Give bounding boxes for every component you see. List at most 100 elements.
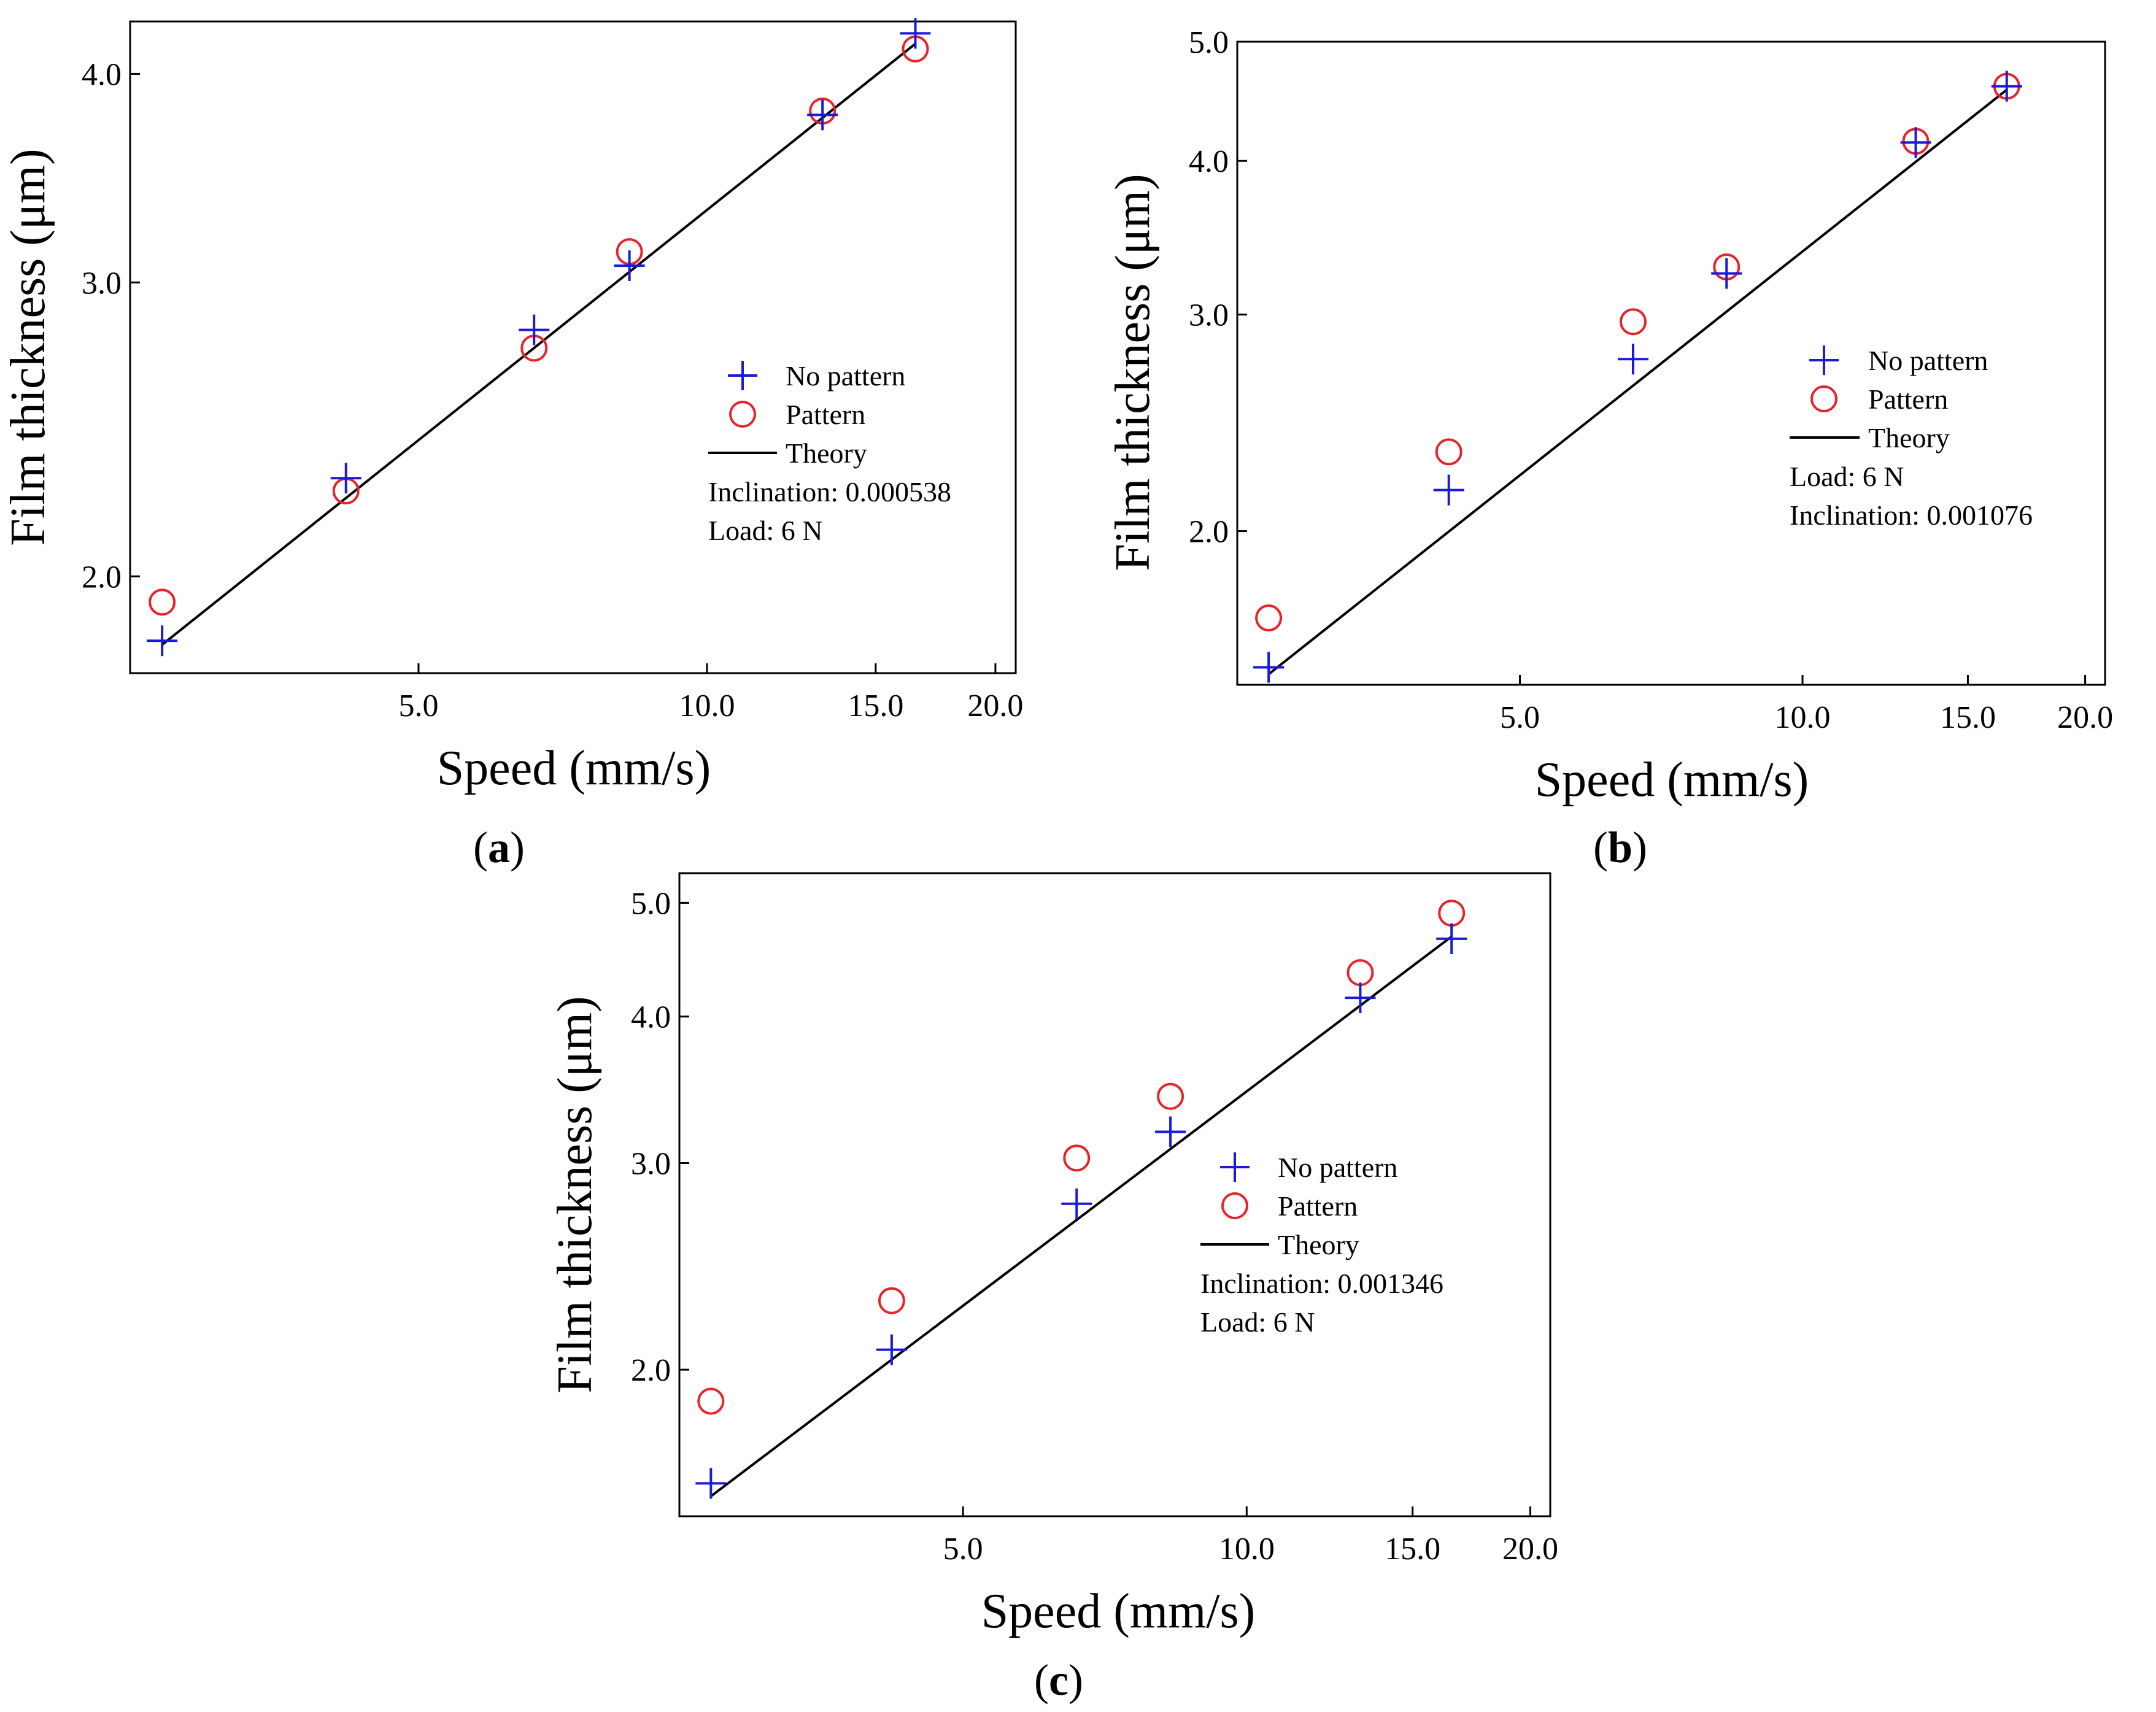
no-pattern-point [1345,982,1376,1014]
legend-note: Inclination: 0.001346 [1200,1268,1443,1299]
panel-label-close: ) [1068,1656,1083,1705]
no-pattern-point [330,463,361,494]
no-pattern-point [1253,652,1285,683]
x-axis-title: Speed (mm/s) [1535,753,1809,807]
no-pattern-point [1155,1116,1186,1147]
no-pattern-point [614,250,645,282]
no-pattern-point [1061,1188,1092,1219]
y-axis-title: Film thickness (μm) [1106,174,1160,571]
no-pattern-point [1617,344,1648,375]
no-pattern-point [147,625,178,657]
legend-label: No pattern [1868,345,1988,376]
legend-symbol-pattern [1810,385,1837,412]
legend-label: No pattern [1278,1152,1397,1183]
legend: No pattern Pattern Theory Inclination: 0.00… [1200,1152,1443,1338]
x-tick-label: 20.0 [1502,1532,1558,1567]
no-pattern-point [1900,127,1931,158]
y-tick-label: 4.0 [82,57,122,92]
y-tick-label: 2.0 [1189,515,1229,550]
plot-frame [1236,40,2106,686]
panel-label-open: ( [473,823,488,872]
theory-line [1267,88,2008,676]
panel-label: (c) [1034,1656,1083,1705]
x-tick-label: 20.0 [967,688,1023,723]
theory-line [710,935,1453,1498]
panel-label: (a) [473,823,525,872]
legend-note: Load: 6 N [1200,1306,1315,1338]
x-tick-label: 15.0 [848,688,903,723]
legend-symbol-pattern [1221,1192,1248,1219]
legend-label: Theory [1278,1229,1359,1260]
panel-label-close: ) [510,823,525,872]
legend-label: Pattern [1278,1190,1358,1222]
x-tick-label: 20.0 [2057,700,2113,735]
no-pattern-point [519,314,550,345]
panel-label-open: ( [1593,823,1608,872]
pattern-point [1347,959,1374,987]
no-pattern-point [876,1334,907,1365]
plot-frame [678,872,1551,1517]
legend: No pattern Pattern Theory Load: 6 N Inclinat… [1790,345,2033,531]
no-pattern-point [1436,923,1467,954]
no-pattern-point [695,1468,727,1499]
legend-symbol-pattern [729,401,756,428]
legend-note: Load: 6 N [1790,461,1904,492]
no-pattern-point [1711,258,1742,289]
panel-label-letter: c [1049,1656,1068,1705]
x-tick-label: 5.0 [943,1532,983,1567]
pattern-point [1255,604,1283,632]
plot-frame [129,20,1017,674]
panel-a: 5.0 10.0 15.0 20.0 2.0 3.0 4.0 Speed (mm/s) Film… [1,18,1023,872]
panel-c: 5.0 10.0 15.0 20.0 2.0 3.0 4.0 5.0 Speed (mm/s) F… [548,872,1558,1705]
y-tick-label: 3.0 [631,1147,671,1182]
legend-label: No pattern [786,360,905,391]
legend-label: Theory [786,438,867,469]
panel-label-letter: a [488,823,510,872]
panel-label-letter: b [1608,823,1632,872]
x-tick-label: 10.0 [1775,700,1831,735]
y-axis-title: Film thickness (μm) [1,148,55,546]
legend-note: Inclination: 0.001076 [1790,499,2033,531]
legend-label: Theory [1868,422,1950,453]
x-tick-label: 10.0 [679,688,735,723]
pattern-point [1619,308,1647,336]
y-tick-label: 3.0 [82,266,122,301]
no-pattern-point [1991,71,2022,102]
y-tick-label: 3.0 [1189,298,1229,333]
x-axis-title: Speed (mm/s) [981,1584,1256,1638]
no-pattern-point [807,99,838,131]
no-pattern-point [1433,474,1464,506]
x-axis-title: Speed (mm/s) [437,741,711,795]
x-tick-label: 10.0 [1219,1532,1275,1567]
y-tick-label: 2.0 [631,1353,671,1388]
legend-symbol-no-pattern [1220,1152,1250,1182]
legend: No pattern Pattern Theory Inclination: 0.00… [708,360,951,546]
x-tick-label: 15.0 [1940,700,1996,735]
y-tick-label: 5.0 [1189,25,1229,60]
legend-note: Inclination: 0.000538 [708,476,951,507]
legend-symbol-no-pattern [728,361,757,390]
panel-b: 5.0 10.0 15.0 20.0 2.0 3.0 4.0 5.0 Speed (mm/s) F… [1106,25,2113,872]
pattern-point [697,1387,725,1415]
legend-label: Pattern [1868,384,1948,415]
x-tick-label: 15.0 [1385,1532,1440,1567]
no-pattern-point [900,18,931,49]
x-tick-label: 5.0 [398,688,438,723]
pattern-point [1157,1082,1184,1110]
legend-label: Pattern [786,399,865,430]
pattern-point [1435,438,1462,466]
y-tick-label: 2.0 [82,560,122,595]
pattern-point [1063,1144,1091,1172]
x-tick-label: 5.0 [1500,700,1540,735]
legend-symbol-no-pattern [1809,345,1839,375]
legend-note: Load: 6 N [708,515,823,546]
theory-line [161,42,916,646]
y-tick-label: 5.0 [631,886,671,921]
y-tick-label: 4.0 [631,1000,671,1035]
y-axis-title: Film thickness (μm) [548,996,602,1393]
panel-label: (b) [1593,823,1647,872]
pattern-point [878,1287,905,1314]
pattern-point [1438,900,1466,927]
y-tick-label: 4.0 [1189,144,1229,179]
